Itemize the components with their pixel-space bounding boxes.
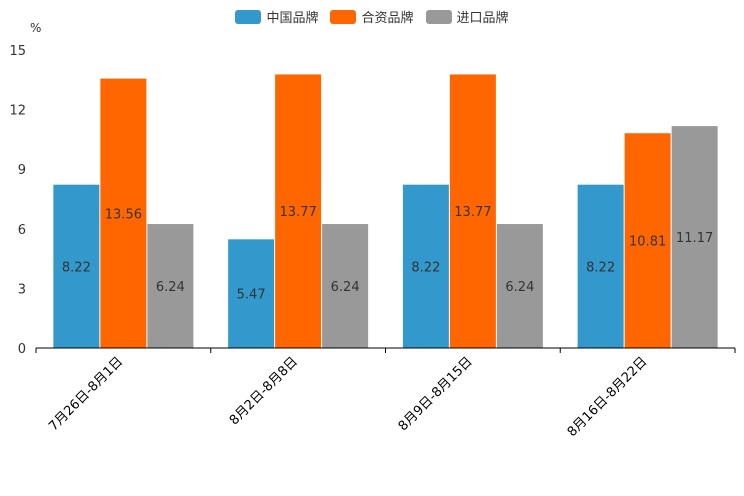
x-tick-label: 8月2日-8月8日 (227, 354, 301, 428)
x-tick-label: 8月16日-8月22日 (565, 354, 651, 440)
y-axis-unit-label: % (30, 21, 42, 35)
legend-label-imported: 进口品牌 (456, 11, 509, 26)
chart-legend: 中国品牌 合资品牌 进口品牌 (0, 7, 744, 26)
bar-value-label: 6.24 (505, 280, 534, 295)
legend-swatch-joint-venture (330, 9, 357, 24)
legend-label-china: 中国品牌 (266, 11, 319, 26)
bar-value-label: 6.24 (156, 280, 185, 295)
legend-label-joint-venture: 合资品牌 (361, 11, 414, 26)
bar (577, 184, 624, 348)
bar (402, 184, 449, 348)
bar (449, 74, 496, 348)
bar-value-label: 13.56 (105, 207, 142, 222)
bar (275, 74, 322, 348)
legend-item-joint-venture[interactable]: 合资品牌 (330, 7, 414, 26)
bar-value-label: 8.22 (62, 260, 91, 275)
x-tick-label: 7月26日-8月1日 (46, 354, 126, 434)
legend-item-imported[interactable]: 进口品牌 (425, 7, 509, 26)
legend-item-china[interactable]: 中国品牌 (235, 7, 318, 26)
bar (100, 78, 147, 348)
y-tick-label: 9 (18, 163, 26, 178)
bar (228, 239, 275, 348)
bar (53, 184, 100, 348)
bar-value-label: 11.17 (676, 231, 713, 246)
bar-value-label: 5.47 (237, 288, 266, 303)
bar-value-label: 13.77 (280, 205, 317, 220)
bar-value-label: 6.24 (331, 280, 360, 295)
bar-value-label: 10.81 (629, 235, 666, 250)
y-tick-label: 15 (9, 44, 26, 59)
bar (496, 224, 543, 348)
y-tick-label: 0 (18, 342, 26, 357)
bar (322, 224, 369, 348)
y-tick-label: 3 (18, 282, 26, 297)
legend-swatch-imported (425, 9, 452, 24)
bar-value-label: 8.22 (411, 260, 440, 275)
legend-swatch-china (235, 9, 262, 24)
x-tick-label: 8月9日-8月15日 (396, 354, 476, 434)
y-tick-label: 6 (18, 223, 26, 238)
bar-value-label: 8.22 (586, 260, 615, 275)
bar (624, 133, 671, 348)
y-tick-label: 12 (9, 104, 26, 119)
bar-value-label: 13.77 (454, 205, 491, 220)
bar (147, 224, 194, 348)
bar (671, 126, 718, 349)
